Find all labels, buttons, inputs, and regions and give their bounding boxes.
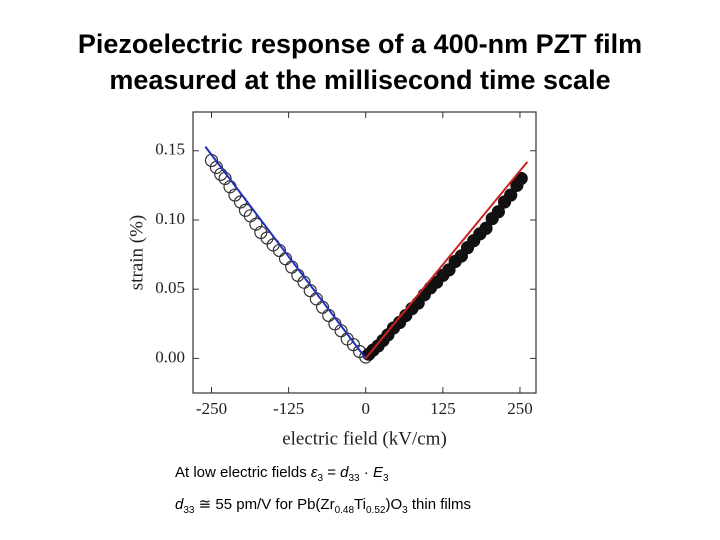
plot-frame (192, 111, 537, 394)
x-tick-label: -125 (273, 399, 304, 418)
fit-line (364, 161, 529, 360)
y-tick-label: 0.00 (155, 347, 185, 366)
y-tick-label: 0.15 (155, 140, 185, 159)
title-line: Piezoelectric response of a 400-nm PZT f… (77, 29, 643, 59)
data-point (479, 221, 493, 235)
data-point (504, 188, 518, 202)
caption-subscript: 0.48 (334, 505, 355, 516)
caption-text: · (359, 464, 373, 481)
caption-text: ≅ 55 pm/V for Pb(Zr (194, 496, 335, 513)
x-tick-label: 125 (430, 399, 456, 418)
caption-symbol: E (372, 464, 383, 481)
caption-symbol: d (175, 496, 184, 513)
x-tick-label: -250 (196, 399, 227, 418)
caption-text: thin films (407, 496, 472, 513)
y-tick-label: 0.10 (155, 209, 185, 228)
caption-line: d33 ≅ 55 pm/V for Pb(Zr0.48Ti0.52)O3 thi… (175, 492, 471, 524)
caption-text: = (323, 464, 341, 481)
caption-subscript: 33 (348, 473, 360, 484)
title-line: measured at the millisecond time scale (109, 65, 611, 95)
caption-text: At low electric fields (175, 464, 311, 481)
data-point (514, 171, 528, 186)
caption: At low electric fields ε3 = d33 · E3 d33… (175, 460, 471, 524)
caption-subscript: 33 (183, 505, 195, 516)
y-tick-label: 0.05 (155, 278, 185, 297)
x-axis-label: electric field (kV/cm) (282, 428, 447, 449)
caption-subscript: 3 (317, 473, 324, 484)
caption-text: )O (385, 496, 403, 513)
caption-subscript: 0.52 (366, 505, 386, 516)
caption-symbol: d (340, 464, 349, 481)
x-tick-label: 250 (507, 399, 533, 418)
x-tick-label: 0 (361, 399, 370, 418)
slide-title: Piezoelectric response of a 400-nm PZT f… (0, 26, 720, 98)
caption-text: Ti (354, 496, 366, 513)
caption-symbol: ε (310, 464, 318, 481)
data-point (491, 205, 505, 219)
caption-line: At low electric fields ε3 = d33 · E3 (175, 460, 471, 492)
caption-subscript: 3 (402, 505, 408, 516)
caption-subscript: 3 (382, 473, 389, 484)
y-axis-label: strain (%) (126, 215, 147, 290)
fit-line (204, 146, 367, 359)
